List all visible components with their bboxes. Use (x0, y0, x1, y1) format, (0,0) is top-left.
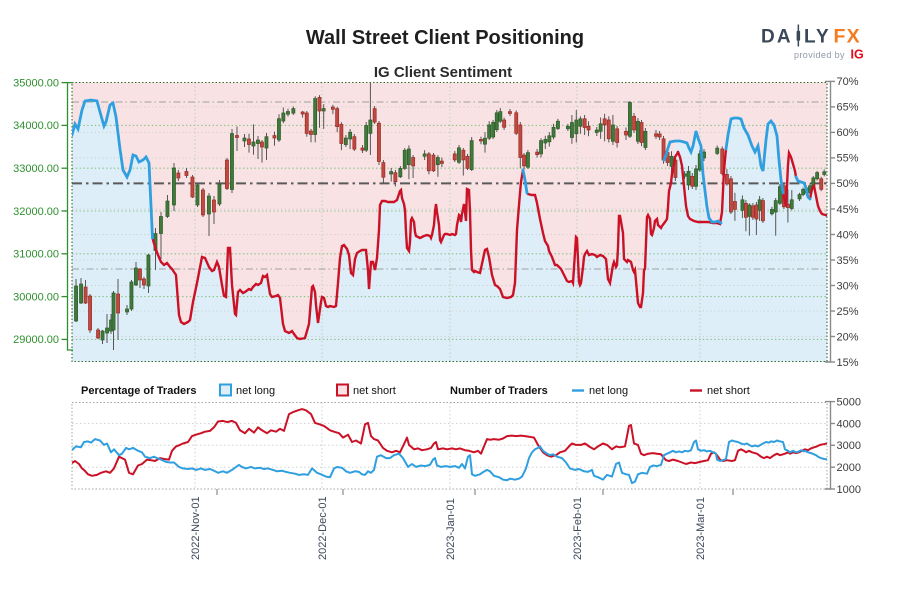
svg-text:1000: 1000 (837, 484, 861, 496)
svg-text:Wall Street Client Positioning: Wall Street Client Positioning (306, 27, 584, 49)
svg-text:3000: 3000 (837, 440, 861, 452)
svg-text:20%: 20% (837, 331, 859, 343)
svg-text:2023-Feb-01: 2023-Feb-01 (572, 497, 584, 560)
svg-text:65%: 65% (837, 102, 859, 114)
svg-text:IG Client Sentiment: IG Client Sentiment (374, 64, 512, 81)
svg-text:2022-Dec-01: 2022-Dec-01 (317, 496, 329, 560)
svg-text:LY: LY (804, 27, 831, 48)
svg-text:34000.00: 34000.00 (13, 120, 59, 132)
svg-text:70%: 70% (837, 76, 859, 88)
svg-text:30000.00: 30000.00 (13, 291, 59, 303)
svg-text:35000.00: 35000.00 (13, 77, 59, 89)
svg-text:Number of Traders: Number of Traders (450, 385, 548, 397)
svg-text:2023-Jan-01: 2023-Jan-01 (445, 498, 457, 560)
svg-text:2022-Nov-01: 2022-Nov-01 (190, 496, 202, 560)
svg-text:net short: net short (353, 385, 396, 397)
svg-text:2000: 2000 (837, 462, 861, 474)
svg-text:60%: 60% (837, 127, 859, 139)
svg-text:net short: net short (707, 385, 750, 397)
svg-text:40%: 40% (837, 229, 859, 241)
svg-text:Percentage of Traders: Percentage of Traders (81, 385, 197, 397)
svg-text:30%: 30% (837, 280, 859, 292)
svg-text:FX: FX (834, 26, 861, 48)
svg-text:5000: 5000 (837, 396, 861, 408)
svg-text:provided by: provided by (794, 50, 845, 60)
svg-text:55%: 55% (837, 153, 859, 165)
svg-text:DA: DA (761, 27, 793, 48)
svg-text:2023-Mar-01: 2023-Mar-01 (695, 497, 707, 560)
svg-text:net long: net long (589, 385, 628, 397)
svg-text:45%: 45% (837, 204, 859, 216)
svg-text:15%: 15% (837, 357, 859, 369)
svg-text:35%: 35% (837, 255, 859, 267)
svg-text:33000.00: 33000.00 (13, 163, 59, 175)
svg-text:29000.00: 29000.00 (13, 334, 59, 346)
svg-text:4000: 4000 (837, 418, 861, 430)
svg-text:32000.00: 32000.00 (13, 206, 59, 218)
svg-text:IG: IG (851, 48, 864, 62)
svg-text:net long: net long (236, 385, 275, 397)
svg-text:25%: 25% (837, 306, 859, 318)
svg-text:31000.00: 31000.00 (13, 249, 59, 261)
svg-text:50%: 50% (837, 178, 859, 190)
